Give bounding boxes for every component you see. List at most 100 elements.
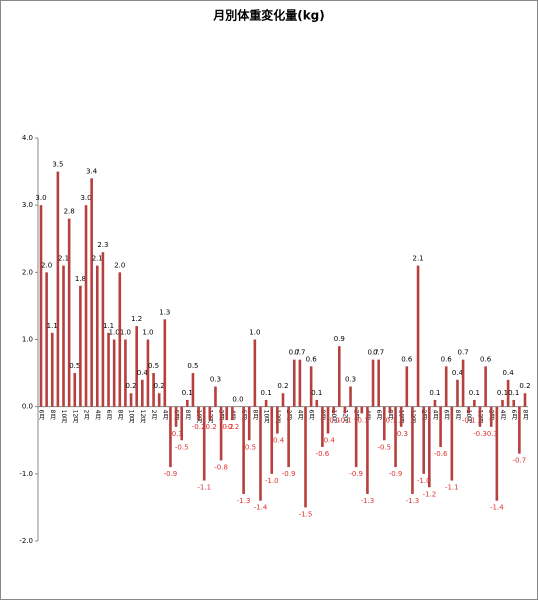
bar: [461, 359, 465, 407]
bar: [467, 406, 471, 414]
bar: [349, 386, 352, 407]
bar: [484, 366, 487, 407]
value-label: 3.0: [80, 194, 91, 202]
value-label: 0.5: [148, 362, 159, 370]
value-label: 0.5: [69, 362, 80, 370]
bar: [247, 406, 251, 441]
value-label: 0.7: [367, 349, 378, 357]
value-label: -1.3: [406, 497, 420, 505]
bar: [399, 406, 403, 427]
bar: [512, 399, 516, 407]
bar: [292, 359, 296, 407]
value-label: -0.2: [220, 423, 234, 431]
value-label: -0.5: [242, 443, 256, 451]
bar: [478, 406, 482, 427]
x-tick-label: 8月: [251, 410, 258, 421]
value-label: 0.4: [452, 369, 464, 377]
value-label: 0.6: [306, 355, 318, 363]
value-label: -0.2: [203, 423, 217, 431]
value-label: -1.5: [299, 510, 313, 518]
x-tick-label: 4月: [94, 410, 101, 421]
bar: [73, 373, 77, 407]
bar: [141, 379, 144, 407]
value-label: 0.1: [182, 389, 193, 397]
value-label: -1.1: [445, 484, 459, 492]
value-label: 0.4: [137, 369, 149, 377]
bar: [253, 339, 257, 407]
value-label: -1.4: [490, 504, 504, 512]
x-tick-label: 4月: [161, 410, 168, 421]
value-label: 0.1: [508, 389, 519, 397]
value-label: 3.0: [35, 194, 46, 202]
x-tick-label: 10月: [128, 410, 135, 425]
y-tick-label: 3.0: [22, 201, 33, 209]
bar: [180, 406, 183, 441]
bar: [354, 406, 358, 468]
value-label: -0.1: [327, 416, 341, 424]
value-label: -0.5: [377, 443, 391, 451]
bar: [146, 339, 150, 407]
x-tick-label: 2月: [150, 410, 157, 421]
value-label: 1.1: [103, 322, 114, 330]
x-tick-label: 12月: [71, 410, 78, 425]
value-label: -0.6: [316, 450, 330, 458]
bar: [242, 406, 245, 494]
value-label: -0.4: [271, 437, 285, 445]
value-label: -0.1: [383, 416, 397, 424]
y-tick-label: 4.0: [22, 134, 33, 142]
bar: [439, 406, 442, 447]
value-label: 0.2: [154, 382, 165, 390]
bar: [202, 406, 206, 481]
bar: [298, 359, 302, 407]
bar: [163, 319, 167, 407]
value-label: -0.3: [394, 430, 408, 438]
value-label: 1.0: [142, 329, 153, 337]
y-tick-label: 1.0: [22, 336, 33, 344]
bar: [124, 339, 127, 407]
value-label: 0.2: [519, 382, 530, 390]
value-label: 1.8: [75, 275, 86, 283]
value-label: -0.4: [321, 437, 335, 445]
bar: [219, 406, 223, 461]
bar: [270, 406, 274, 474]
x-tick-label: 4月: [431, 410, 438, 421]
x-tick-label: 8月: [386, 410, 393, 421]
value-label: -0.1: [462, 416, 476, 424]
value-label: 0.2: [277, 382, 288, 390]
x-tick-label: 6月: [308, 410, 315, 421]
value-label: -0.1: [355, 416, 369, 424]
value-label: 1.0: [249, 329, 260, 337]
bar: [39, 205, 43, 407]
value-label: 1.0: [109, 329, 120, 337]
value-label: 0.4: [503, 369, 515, 377]
value-label: 0.7: [289, 349, 300, 357]
bar: [444, 366, 448, 407]
x-tick-label: 6月: [375, 410, 382, 421]
bar: [259, 406, 262, 501]
bar: [231, 406, 234, 421]
bar: [45, 272, 48, 407]
x-tick-label: 2月: [83, 410, 90, 421]
bar: [411, 406, 414, 494]
x-tick-label: 6月: [510, 410, 517, 421]
bar: [315, 399, 319, 407]
bar: [118, 272, 122, 407]
bar: [84, 205, 88, 407]
value-label: 0.7: [373, 349, 384, 357]
bar: [523, 393, 527, 407]
y-tick-label: 2.0: [22, 268, 33, 276]
value-label: -1.0: [265, 477, 279, 485]
bar: [129, 393, 133, 407]
value-label: -0.8: [214, 463, 228, 471]
value-label: -1.3: [237, 497, 251, 505]
bar: [309, 366, 313, 407]
bar: [394, 406, 397, 468]
value-label: 2.8: [64, 208, 75, 216]
bar: [428, 406, 431, 488]
bar: [489, 406, 493, 427]
value-label: -0.3: [169, 430, 183, 438]
bar: [332, 406, 335, 414]
value-label: 0.6: [480, 355, 492, 363]
bar: [304, 406, 307, 508]
